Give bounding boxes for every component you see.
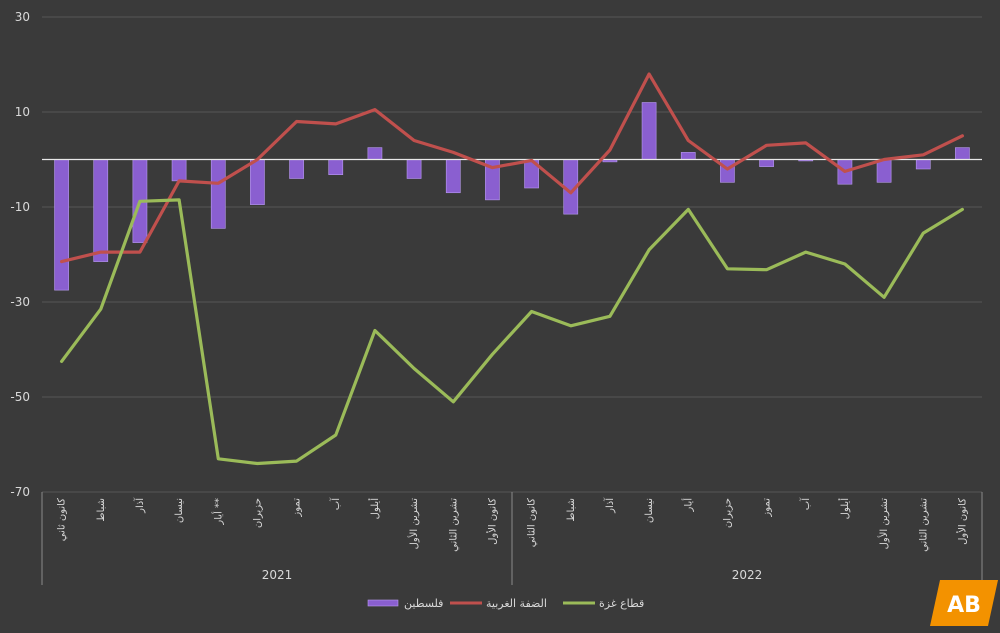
legend-swatch	[367, 599, 399, 607]
x-tick-label: تشرين الأول	[407, 498, 420, 550]
x-tick-label: آذار	[133, 497, 146, 514]
y-axis: 30 10 -10 -30 -50 -70	[10, 10, 30, 499]
x-tick-label: كانون ثاني	[57, 498, 68, 541]
logo-text: AB	[947, 593, 981, 618]
line-west-bank	[59, 72, 965, 264]
x-tick-label: حزيران	[252, 498, 263, 528]
bar-palestine	[171, 159, 187, 182]
x-tick-label: تشرين الثاني	[918, 498, 929, 552]
bar-palestine	[445, 159, 461, 194]
x-tick-label: آب	[799, 497, 812, 510]
bar-palestine	[406, 159, 422, 179]
y-tick-label: 30	[15, 10, 30, 24]
line-series	[59, 72, 965, 466]
x-tick-label: نيسان	[644, 498, 655, 523]
logo-badge	[930, 580, 998, 626]
bar-palestine	[328, 159, 344, 175]
x-tick-label: آذار	[603, 497, 616, 514]
y-tick-label: 10	[15, 105, 30, 119]
x-tick-label: حزيران	[722, 498, 733, 528]
x-tick-label: آب	[329, 497, 342, 510]
x-tick-label: أيار **	[211, 498, 224, 526]
bar-series	[54, 102, 970, 291]
y-tick-label: -50	[10, 390, 30, 404]
x-tick-label: شباط	[566, 498, 577, 522]
x-tick-label: نيسان	[174, 498, 185, 523]
x-tick-label: تشرين الثاني	[448, 498, 459, 552]
bar-palestine	[876, 159, 892, 183]
year-group-label: 2022	[732, 568, 763, 582]
bar-palestine	[367, 147, 383, 160]
x-tick-label: أيلول	[838, 498, 851, 520]
x-tick-label: كانون الثاني	[527, 498, 538, 548]
line-gaza	[59, 198, 965, 466]
bar-palestine	[915, 159, 931, 170]
y-tick-label: -30	[10, 295, 30, 309]
bar-palestine	[93, 159, 109, 262]
bar-palestine	[955, 147, 970, 160]
x-tick-label: تشرين الأول	[877, 498, 890, 550]
legend: فلسطين الضفة الغربية قطاع غزة	[367, 597, 644, 610]
bar-palestine	[250, 159, 265, 205]
bar-palestine	[720, 159, 735, 183]
x-tick-label: شباط	[96, 498, 107, 522]
x-tick-label: تموز	[762, 498, 773, 518]
x-axis: كانون ثاني شباط آذار نيسان أيار ** حزيران تموز…	[41, 492, 983, 585]
legend-label: الضفة الغربية	[486, 597, 547, 610]
x-tick-label: أيلول	[368, 498, 381, 520]
bar-palestine	[289, 159, 304, 179]
legend-label: فلسطين	[404, 597, 443, 610]
x-tick-label: أيار	[681, 498, 694, 513]
x-tick-label: كانون الأول	[955, 498, 968, 545]
bar-palestine	[54, 159, 69, 291]
x-tick-label: كانون الأول	[485, 498, 498, 545]
x-tick-label: تموز	[292, 498, 303, 518]
bar-palestine	[210, 159, 226, 229]
bar-palestine	[759, 159, 774, 167]
bar-palestine	[680, 152, 696, 160]
ab-logo: AB	[930, 580, 998, 626]
y-tick-label: -10	[10, 200, 30, 214]
bar-palestine	[641, 102, 657, 160]
y-tick-label: -70	[10, 485, 30, 499]
legend-label: قطاع غزة	[599, 597, 644, 610]
year-group-label: 2021	[262, 568, 293, 582]
